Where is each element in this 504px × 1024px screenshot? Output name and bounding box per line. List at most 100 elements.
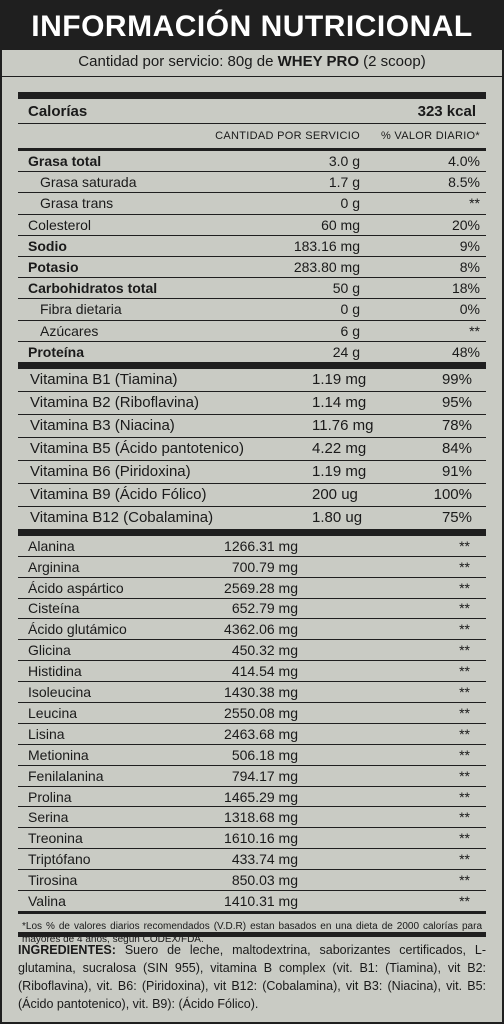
ingredients-label: INGREDIENTES: bbox=[18, 943, 116, 957]
ingredients: INGREDIENTES: Suero de leche, maltodextr… bbox=[18, 932, 486, 1013]
nutrient-name: Carbohidratos total bbox=[28, 280, 158, 297]
aminoacid-row: Tirosina 850.03 mg ** bbox=[18, 870, 486, 892]
nutrient-amount: 794.17 mg bbox=[231, 767, 298, 784]
nutrient-amount: 1430.38 mg bbox=[224, 684, 298, 701]
nutrient-amount: 652.79 mg bbox=[231, 600, 298, 617]
nutrient-name: Leucina bbox=[28, 704, 78, 721]
nutrient-name: Glicina bbox=[28, 642, 71, 659]
nutrient-daily-value: ** bbox=[459, 767, 470, 784]
macro-row: Fibra dietaria 0 g 0% bbox=[18, 299, 486, 321]
nutrient-daily-value: 95% bbox=[441, 394, 472, 412]
nutrient-name: Azúcares bbox=[40, 322, 99, 339]
serving-size: Cantidad por servicio: 80g de WHEY PRO (… bbox=[2, 50, 502, 77]
nutrient-daily-value: 8.5% bbox=[448, 174, 480, 191]
nutrient-name: Vitamina B3 (Niacina) bbox=[30, 417, 175, 435]
macro-row: Proteína 24 g 48% bbox=[18, 342, 486, 363]
nutrient-name: Tirosina bbox=[28, 872, 78, 889]
nutrient-daily-value: ** bbox=[459, 746, 470, 763]
nutrient-amount: 1318.68 mg bbox=[224, 809, 298, 826]
nutrient-amount: 1.80 ug bbox=[312, 509, 363, 527]
nutrient-daily-value: ** bbox=[459, 579, 470, 596]
macro-row: Sodio 183.16 mg 9% bbox=[18, 236, 486, 257]
nutrient-amount: 2550.08 mg bbox=[224, 704, 298, 721]
nutrient-daily-value: 78% bbox=[441, 417, 472, 435]
nutrient-amount: 1.14 mg bbox=[312, 394, 367, 412]
product-name: WHEY PRO bbox=[277, 53, 359, 70]
nutrient-name: Treonina bbox=[28, 830, 83, 847]
aminoacid-row: Leucina 2550.08 mg ** bbox=[18, 703, 486, 724]
nutrient-name: Vitamina B1 (Tiamina) bbox=[30, 371, 178, 389]
vitamin-row: Vitamina B1 (Tiamina) 1.19 mg 99% bbox=[18, 369, 486, 392]
nutrient-daily-value: ** bbox=[469, 322, 480, 339]
nutrient-amount: 283.80 mg bbox=[293, 259, 360, 276]
nutrient-daily-value: ** bbox=[459, 788, 470, 805]
nutrient-amount: 24 g bbox=[332, 343, 360, 360]
nutrient-name: Grasa total bbox=[28, 153, 102, 170]
nutrient-daily-value: 91% bbox=[441, 463, 472, 481]
aminoacid-row: Valina 1410.31 mg ** bbox=[18, 891, 486, 911]
nutrient-daily-value: ** bbox=[459, 600, 470, 617]
nutrient-amount: 11.76 mg bbox=[312, 417, 374, 435]
macro-row: Grasa saturada 1.7 g 8.5% bbox=[18, 172, 486, 194]
nutrient-amount: 0 g bbox=[340, 301, 360, 318]
vitamin-row: Vitamina B3 (Niacina) 11.76 mg 78% bbox=[18, 415, 486, 438]
nutrient-daily-value: 18% bbox=[451, 280, 480, 297]
aminoacid-row: Ácido glutámico 4362.06 mg ** bbox=[18, 619, 486, 641]
nutrient-daily-value: ** bbox=[459, 663, 470, 680]
nutrition-table: Calorías 323 kcal CANTIDAD POR SERVICIO … bbox=[18, 92, 486, 946]
nutrient-amount: 1410.31 mg bbox=[224, 892, 298, 909]
amount-column-header: CANTIDAD POR SERVICIO bbox=[215, 130, 360, 142]
nutrient-daily-value: 75% bbox=[441, 509, 472, 527]
nutrient-name: Fibra dietaria bbox=[40, 301, 122, 318]
footnote: *Los % de valores diarios recomendados (… bbox=[18, 910, 486, 946]
nutrient-name: Arginina bbox=[28, 558, 80, 575]
nutrient-name: Ácido aspártico bbox=[28, 579, 124, 596]
nutrient-amount: 4362.06 mg bbox=[224, 621, 298, 638]
nutrient-name: Fenilalanina bbox=[28, 767, 104, 784]
nutrient-name: Proteína bbox=[28, 343, 85, 360]
daily-value-column-header: % VALOR DIARIO* bbox=[380, 130, 480, 142]
aminoacid-row: Triptófano 433.74 mg ** bbox=[18, 849, 486, 871]
nutrient-amount: 50 g bbox=[332, 280, 360, 297]
nutrient-amount: 200 ug bbox=[312, 486, 358, 504]
aminoacid-row: Treonina 1610.16 mg ** bbox=[18, 828, 486, 850]
nutrient-daily-value: 8% bbox=[459, 259, 480, 276]
aminoacid-row: Arginina 700.79 mg ** bbox=[18, 557, 486, 578]
vitamin-row: Vitamina B2 (Riboflavina) 1.14 mg 95% bbox=[18, 392, 486, 415]
aminoacid-row: Cisteína 652.79 mg ** bbox=[18, 599, 486, 620]
nutrient-name: Sodio bbox=[28, 237, 67, 254]
calories-label: Calorías bbox=[28, 102, 88, 120]
nutrient-name: Isoleucina bbox=[28, 684, 92, 701]
nutrient-daily-value: 48% bbox=[451, 343, 480, 360]
nutrient-amount: 4.22 mg bbox=[312, 440, 367, 458]
nutrient-amount: 1465.29 mg bbox=[224, 788, 298, 805]
nutrient-daily-value: ** bbox=[459, 809, 470, 826]
nutrient-daily-value: ** bbox=[459, 830, 470, 847]
macro-row: Potasio 283.80 mg 8% bbox=[18, 257, 486, 279]
nutrient-amount: 3.0 g bbox=[328, 153, 360, 170]
aminoacid-row: Serina 1318.68 mg ** bbox=[18, 807, 486, 829]
nutrient-amount: 1.19 mg bbox=[312, 463, 367, 481]
calories-value: 323 kcal bbox=[417, 102, 476, 120]
aminoacid-row: Fenilalanina 794.17 mg ** bbox=[18, 766, 486, 787]
nutrient-daily-value: 9% bbox=[459, 237, 480, 254]
calories-row: Calorías 323 kcal bbox=[18, 92, 486, 124]
vitamin-row: Vitamina B6 (Piridoxina) 1.19 mg 91% bbox=[18, 461, 486, 484]
label-title: INFORMACIÓN NUTRICIONAL bbox=[2, 2, 502, 50]
aminoacid-row: Glicina 450.32 mg ** bbox=[18, 640, 486, 662]
aminoacids-section: Alanina 1266.31 mg ** Arginina 700.79 mg ** Ác… bbox=[18, 529, 486, 911]
macro-row: Azúcares 6 g ** bbox=[18, 321, 486, 342]
nutrient-daily-value: ** bbox=[459, 872, 470, 889]
nutrient-amount: 1266.31 mg bbox=[224, 537, 298, 554]
column-header: CANTIDAD POR SERVICIO % VALOR DIARIO* bbox=[18, 124, 486, 151]
nutrient-amount: 2463.68 mg bbox=[224, 725, 298, 742]
nutrient-daily-value: ** bbox=[459, 704, 470, 721]
nutrient-daily-value: 100% bbox=[433, 486, 472, 504]
nutrient-amount: 1.19 mg bbox=[312, 371, 367, 389]
nutrient-amount: 506.18 mg bbox=[231, 746, 298, 763]
nutrient-name: Vitamina B5 (Ácido pantotenico) bbox=[30, 440, 245, 458]
nutrient-amount: 6 g bbox=[340, 322, 360, 339]
nutrient-daily-value: ** bbox=[459, 725, 470, 742]
nutrient-daily-value: 20% bbox=[451, 216, 480, 233]
